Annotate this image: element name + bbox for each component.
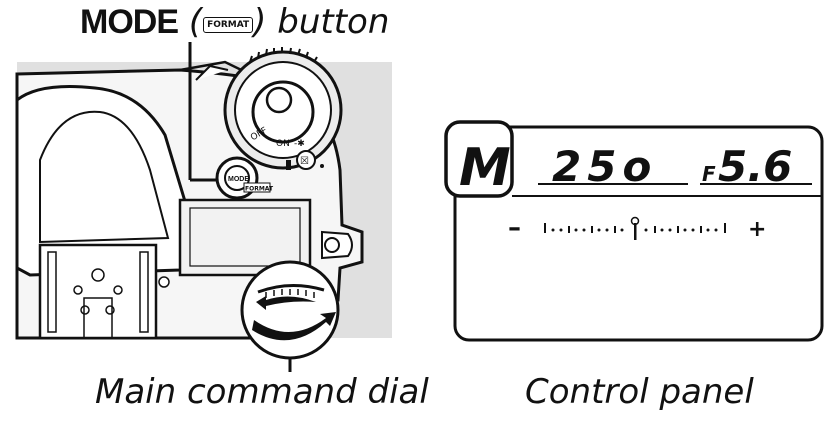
- illumination-icon: -✱: [294, 139, 305, 149]
- strap-lug: [195, 64, 229, 81]
- meter-plus: +: [748, 217, 766, 242]
- main-command-dial-caption: Main command dial: [95, 372, 429, 412]
- mode-button: [224, 165, 250, 191]
- body-screw: [158, 276, 170, 288]
- panel-f-prefix: F: [702, 162, 716, 186]
- accessory-shoe: [38, 243, 158, 340]
- exposure-compensation-button: [296, 150, 316, 170]
- body-slot: [286, 160, 291, 170]
- panel-mode-indicator: M: [459, 138, 511, 198]
- mode-button-text: MODE: [228, 176, 249, 183]
- mode-word: MODE: [80, 3, 179, 41]
- open-paren: (: [188, 2, 203, 42]
- mode-dial-knurl: [249, 47, 318, 63]
- panel-shutter-speed: 25o: [552, 142, 657, 191]
- body-dot: [320, 164, 324, 168]
- power-on-label: ON: [276, 139, 290, 149]
- exposure-meter-scale: [544, 216, 726, 240]
- mode-button-caption: MODE (FORMAT) button: [80, 2, 389, 42]
- rotate-arrows-icon: [252, 296, 336, 341]
- mode-button-format-text: FORMAT: [245, 186, 274, 193]
- format-icon: FORMAT: [203, 17, 254, 33]
- shoe-front-tab: [83, 297, 113, 339]
- mode-button-format-tag: [243, 182, 271, 193]
- shoe-rail-left: [47, 251, 57, 333]
- shutter-release-top: [265, 86, 293, 114]
- close-paren: ): [253, 2, 267, 42]
- main-dial-wheel: [257, 283, 325, 294]
- meter-minus: –: [508, 213, 521, 243]
- button-word: button: [277, 2, 390, 42]
- prism-inner: [39, 110, 170, 244]
- control-panel-caption: Control panel: [525, 372, 754, 412]
- body-lcd-inner: [189, 207, 301, 267]
- main-dial-highlight: [240, 260, 340, 360]
- panel-aperture: 5.6: [718, 142, 792, 191]
- control-panel-frame: [453, 125, 824, 342]
- shoe-rail-right: [139, 251, 149, 333]
- strap-eyelet-hole: [324, 237, 340, 253]
- exposure-compensation-icon: ☒: [300, 156, 309, 167]
- panel-mode-highlight: [444, 120, 514, 198]
